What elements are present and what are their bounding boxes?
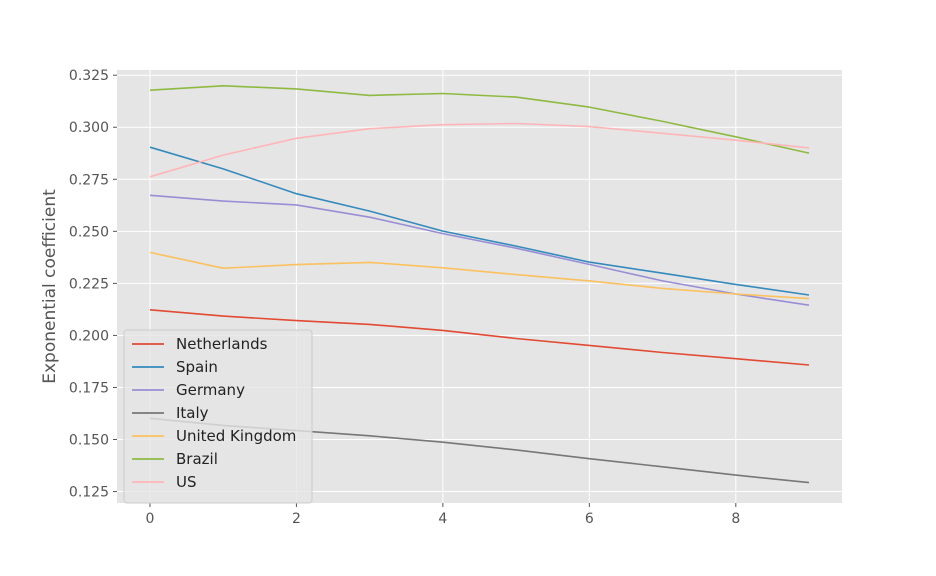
series-line-netherlands [149,309,810,366]
legend-label-spain: Spain [176,358,218,376]
y-tick-label: 0.150 [69,433,109,449]
x-tick-label: 4 [438,511,447,527]
series-lines [149,85,810,484]
legend-label-netherlands: Netherlands [176,335,268,353]
y-axis-label: Exponential coefficient [40,189,60,384]
y-tick-label: 0.125 [69,485,109,501]
y-tick-label: 0.175 [69,380,109,396]
series-line-spain [149,146,810,296]
legend-label-united-kingdom: United Kingdom [176,427,296,445]
series-line-germany [149,194,810,306]
y-tick-label: 0.225 [69,276,109,292]
legend-box [123,329,313,504]
legend-label-brazil: Brazil [176,450,218,468]
x-tick-label: 0 [145,511,154,527]
series-line-united-kingdom [149,251,810,300]
y-tick-label: 0.200 [69,328,109,344]
y-tick-label: 0.275 [69,172,109,188]
series-line-brazil [149,85,810,154]
x-axis-ticks: 0 2 4 6 8 [145,503,740,527]
y-tick-label: 0.250 [69,224,109,240]
y-tick-label: 0.325 [69,68,109,84]
legend-label-germany: Germany [176,381,245,399]
x-tick-label: 2 [292,511,301,527]
x-tick-label: 8 [731,511,740,527]
x-tick-label: 6 [585,511,594,527]
legend-label-italy: Italy [176,404,209,422]
y-axis-ticks: 0.125 0.150 0.175 0.200 0.225 0.250 0.275 0.300… [69,68,117,501]
legend: Netherlands Spain Germany Italy United Kingd… [123,329,313,504]
series-line-us [149,122,810,178]
legend-label-us: US [176,473,197,491]
y-tick-label: 0.300 [69,120,109,136]
